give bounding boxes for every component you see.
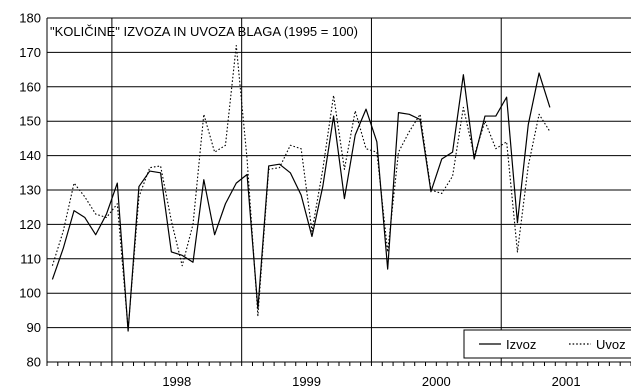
series-line-uvoz — [51, 44, 551, 330]
legend-label-izvoz: Izvoz — [506, 337, 536, 352]
y-tick-label: 140 — [19, 148, 41, 163]
y-tick-label: 100 — [19, 286, 41, 301]
y-tick-label: 90 — [27, 320, 41, 335]
y-tick-label: 120 — [19, 217, 41, 232]
x-tick-label: 1999 — [292, 374, 321, 389]
series-group — [51, 44, 551, 332]
x-tick-label: 1998 — [162, 374, 191, 389]
legend: Izvoz Uvoz — [463, 329, 631, 359]
legend-label-uvoz: Uvoz — [596, 337, 626, 352]
grid — [47, 17, 631, 363]
y-tick-label: 170 — [19, 45, 41, 60]
x-tick-label: 2001 — [552, 374, 581, 389]
y-tick-label: 150 — [19, 114, 41, 129]
y-tick-label: 180 — [19, 11, 41, 26]
y-tick-label: 110 — [20, 251, 41, 266]
series-line-izvoz — [51, 72, 551, 332]
y-tick-label: 160 — [19, 79, 41, 94]
chart-title: "KOLIČINE" IZVOZA IN UVOZA BLAGA (1995 =… — [50, 24, 358, 39]
y-axis: 80 90 100 110 120 130 140 150 160 170 180 — [19, 11, 48, 370]
x-tick-label: 2000 — [422, 374, 451, 389]
x-axis: 1998 1999 2000 2001 — [46, 362, 631, 389]
y-tick-label: 80 — [27, 355, 41, 370]
y-tick-label: 130 — [19, 183, 41, 198]
